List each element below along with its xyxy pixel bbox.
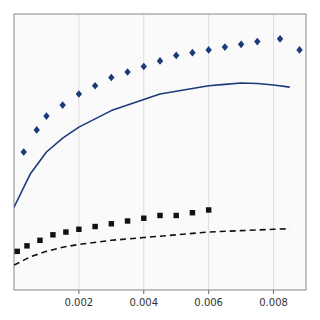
square-point <box>174 213 179 218</box>
tick-label: 0.004 <box>129 297 158 308</box>
diamond-point <box>141 63 147 71</box>
data-group <box>14 35 303 265</box>
tick <box>143 290 144 294</box>
square-point <box>190 210 195 215</box>
diamond-point <box>173 52 179 60</box>
tick-label: 0.006 <box>194 297 223 308</box>
tick <box>273 290 274 294</box>
diamond-point <box>222 43 228 51</box>
tick <box>78 290 79 294</box>
square-point <box>157 213 162 218</box>
diamond-point <box>157 57 163 65</box>
grid-line <box>273 14 274 290</box>
chart: 0.002 0.004 0.006 0.008 <box>0 0 320 320</box>
diamond-point <box>76 90 82 98</box>
diamond-point <box>43 112 49 120</box>
grid-line <box>78 14 79 290</box>
square-point <box>37 238 42 243</box>
diamond-point <box>21 148 27 156</box>
plot-frame <box>14 14 306 290</box>
line <box>14 83 290 207</box>
square-point <box>141 216 146 221</box>
square-point <box>92 224 97 229</box>
diamond-point <box>238 41 244 49</box>
diamond-point <box>92 82 98 90</box>
diamond-point <box>108 74 114 82</box>
square-point <box>63 229 68 234</box>
diamond-point <box>254 38 260 46</box>
tick-label: 0.002 <box>65 297 94 308</box>
line <box>14 229 290 265</box>
grid-line <box>208 14 209 290</box>
grid-line <box>143 14 144 290</box>
square-point <box>24 243 29 248</box>
diamond-point <box>124 68 130 76</box>
square-point <box>76 227 81 232</box>
diamond-point <box>277 35 283 43</box>
square-point <box>206 207 211 212</box>
diamond-point <box>59 101 65 109</box>
diamond-point <box>189 49 195 57</box>
diamond-point <box>296 46 302 54</box>
tick-label: 0.008 <box>259 297 288 308</box>
diamond-point <box>34 126 40 134</box>
square-point <box>15 249 20 254</box>
square-point <box>50 232 55 237</box>
square-point <box>125 218 130 223</box>
square-point <box>109 221 114 226</box>
tick <box>208 290 209 294</box>
plot-area <box>14 14 306 290</box>
diamond-point <box>205 46 211 54</box>
